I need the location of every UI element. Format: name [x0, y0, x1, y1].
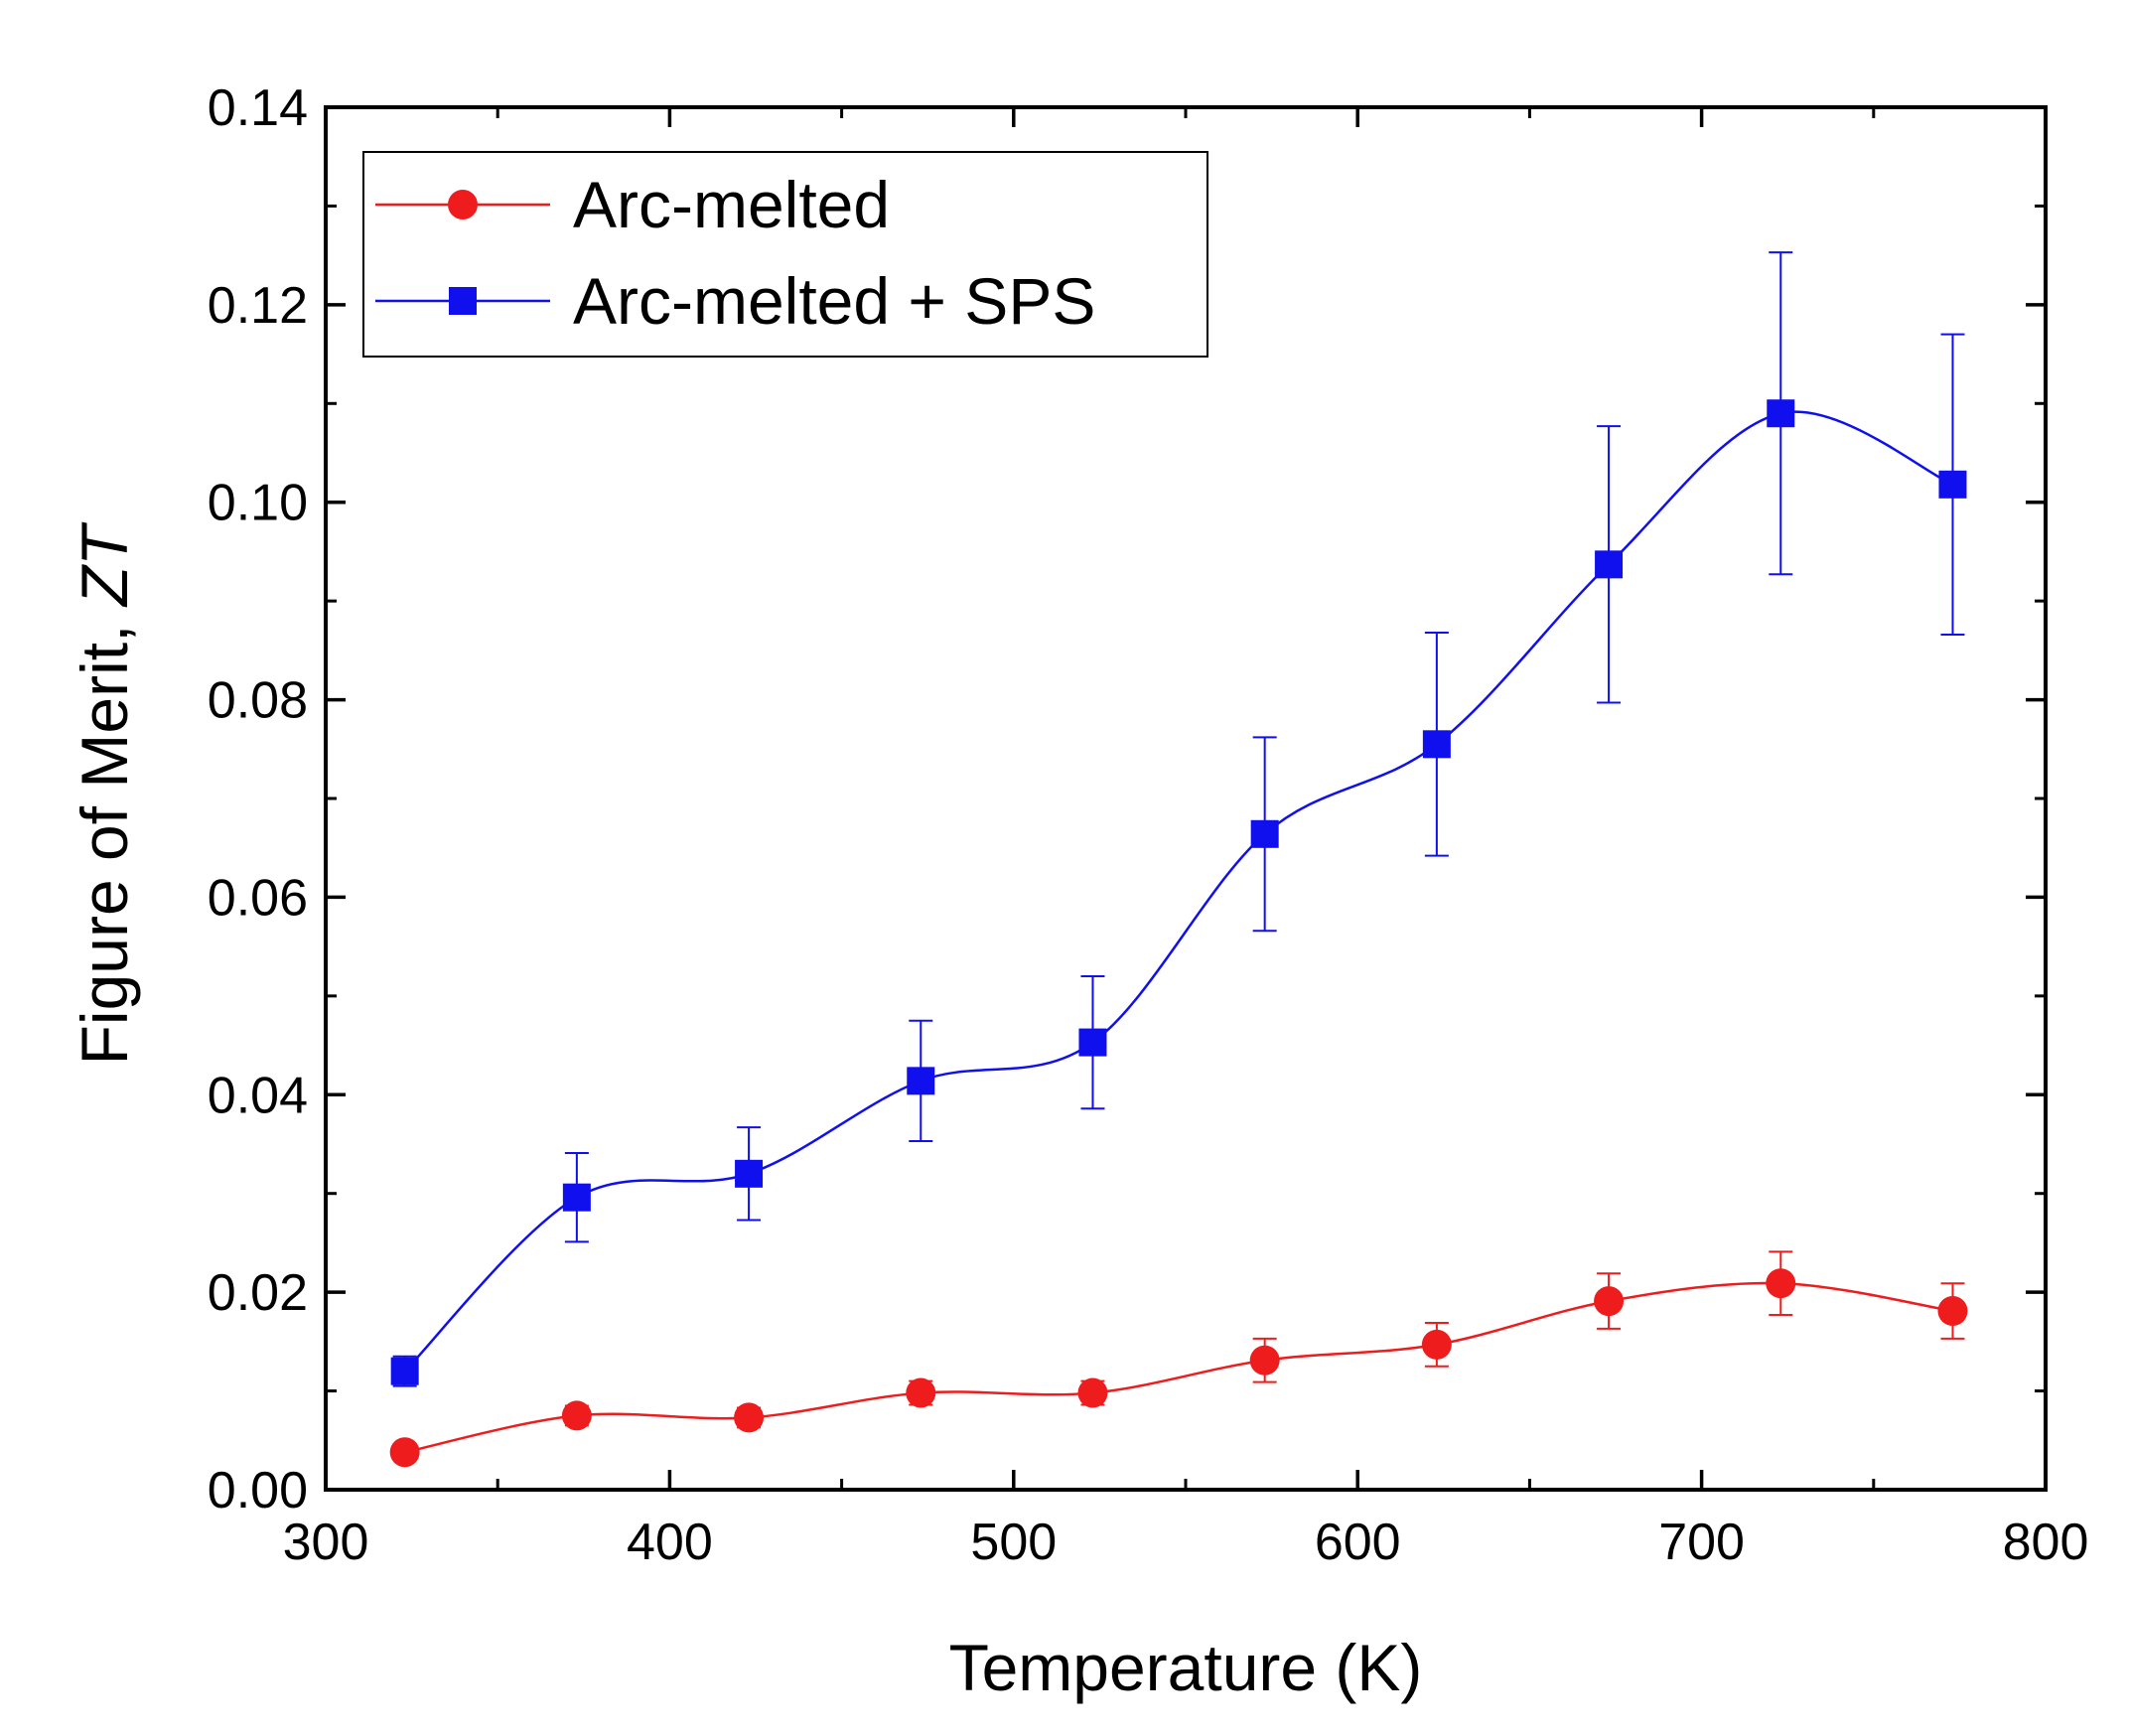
- x-tick-label: 300: [283, 1514, 369, 1571]
- y-tick-label: 0.14: [208, 79, 308, 137]
- y-tick-label: 0.02: [208, 1264, 308, 1322]
- x-tick-label: 400: [627, 1514, 713, 1571]
- legend-marker-arc-melted: [448, 190, 478, 219]
- legend: Arc-melted Arc-melted + SPS: [362, 151, 1208, 358]
- data-point-arc-melted: [1249, 1345, 1280, 1375]
- x-tick-label: 500: [970, 1514, 1057, 1571]
- data-point-arc-melted-sps: [1938, 470, 1967, 499]
- data-point-arc-melted-sps: [1767, 399, 1795, 428]
- series-line-arc-melted: [404, 1281, 1953, 1454]
- data-point-arc-melted-sps: [1422, 730, 1451, 759]
- y-tick-label: 0.08: [208, 672, 308, 730]
- legend-label-arc-melted: Arc-melted: [573, 168, 890, 241]
- data-point-arc-melted-sps: [735, 1159, 764, 1188]
- legend-box: [362, 151, 1208, 358]
- data-point-arc-melted-sps: [1595, 550, 1624, 579]
- y-tick-label: 0.12: [208, 277, 308, 335]
- data-point-arc-melted: [906, 1377, 936, 1408]
- series-arc-melted-sps: [390, 251, 1967, 1387]
- data-point-arc-melted-sps: [907, 1067, 935, 1095]
- data-point-arc-melted: [1421, 1329, 1452, 1360]
- y-tick-label: 0.06: [208, 869, 308, 927]
- x-tick-label: 700: [1658, 1514, 1745, 1571]
- y-axis-title-main: Figure of Merit,: [68, 606, 141, 1065]
- tick-layer: 300 400 500 600 700 800 0.00 0.02 0.04 0.06 0.08 0.…: [208, 79, 2089, 1571]
- data-point-arc-melted: [1937, 1296, 1968, 1327]
- data-point-arc-melted: [734, 1402, 765, 1433]
- data-point-arc-melted-sps: [1078, 1028, 1107, 1057]
- series-line-arc-melted-sps: [403, 410, 1953, 1373]
- legend-marker-arc-melted-sps: [449, 287, 477, 315]
- data-point-arc-melted-sps: [562, 1183, 591, 1212]
- x-axis-title: Temperature (K): [949, 1631, 1423, 1704]
- data-point-arc-melted: [389, 1437, 420, 1468]
- y-tick-label: 0.10: [208, 475, 308, 532]
- data-point-arc-melted: [1594, 1286, 1625, 1317]
- series-layer: [389, 251, 1968, 1468]
- data-point-arc-melted: [1077, 1377, 1108, 1408]
- x-tick-label: 600: [1315, 1514, 1401, 1571]
- data-point-arc-melted-sps: [390, 1357, 419, 1385]
- y-axis-title-italic: ZT: [68, 521, 141, 608]
- y-tick-label: 0.04: [208, 1067, 308, 1124]
- data-point-arc-melted-sps: [1250, 819, 1279, 848]
- y-tick-label: 0.00: [208, 1462, 308, 1519]
- data-point-arc-melted: [561, 1400, 592, 1431]
- series-arc-melted: [389, 1250, 1968, 1468]
- data-point-arc-melted: [1766, 1268, 1796, 1299]
- x-tick-label: 800: [2003, 1514, 2089, 1571]
- y-axis-title: Figure of Merit, ZT: [68, 521, 141, 1065]
- legend-label-arc-melted-sps: Arc-melted + SPS: [573, 264, 1095, 338]
